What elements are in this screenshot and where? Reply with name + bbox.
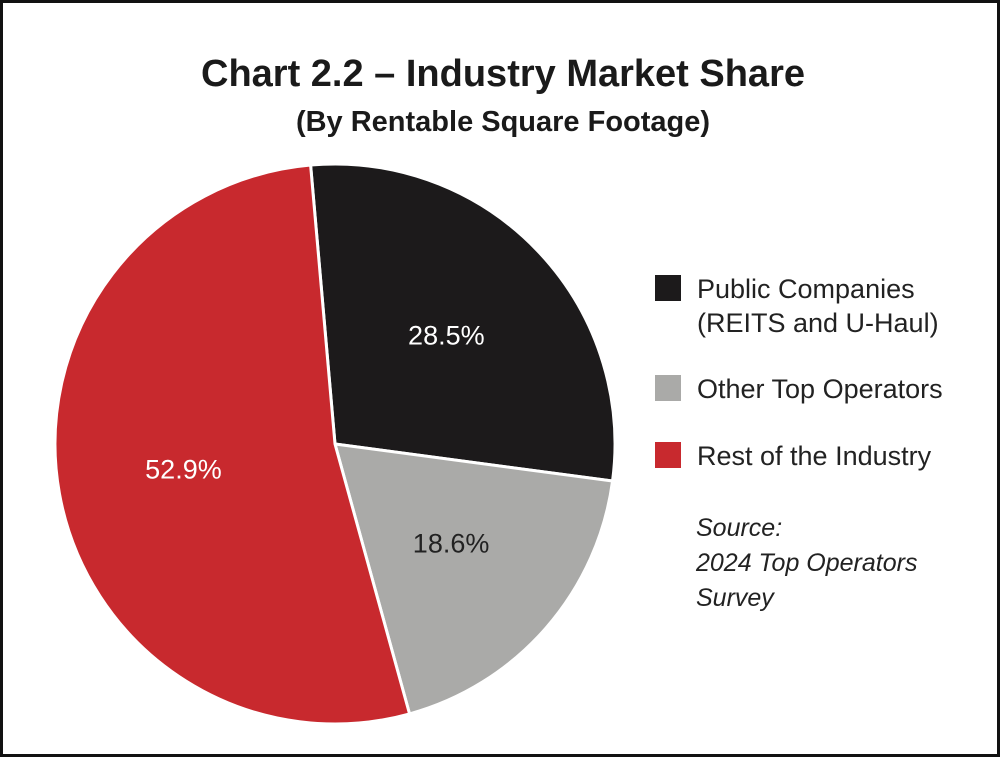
pie-slice (332, 442, 615, 716)
source-note: Source: 2024 Top Operators Survey (696, 511, 936, 616)
chart-title: Chart 2.2 – Industry Market Share (201, 53, 805, 95)
value-label: 28.5% (408, 321, 485, 351)
legend-swatch (655, 375, 681, 401)
legend-swatch (655, 275, 681, 301)
legend-item: Rest of the Industry (655, 439, 967, 473)
legend-label: Other Top Operators (697, 374, 943, 404)
pie: 28.5% 18.6% 52.9% (53, 162, 617, 726)
legend-item: Public Companies (REITS and U-Haul) (655, 272, 957, 340)
pie-slice (308, 162, 617, 483)
value-label: 52.9% (145, 454, 222, 484)
legend-label: Rest of the Industry (697, 441, 932, 471)
chart-subtitle: (By Rentable Square Footage) (295, 106, 711, 138)
source-label: Source: (696, 514, 783, 542)
legend-swatch (655, 442, 681, 468)
value-label: 18.6% (413, 528, 490, 558)
legend-label: Public Companies (REITS and U-Haul) (697, 274, 939, 338)
legend-item: Other Top Operators (655, 372, 967, 406)
pie-slice (53, 163, 412, 726)
source-text: 2024 Top Operators Survey (696, 549, 918, 612)
